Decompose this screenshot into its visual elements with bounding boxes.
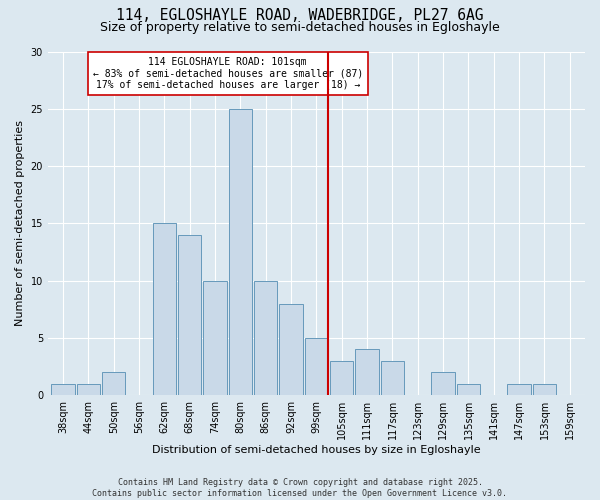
- Bar: [203, 280, 227, 396]
- Bar: [52, 384, 75, 396]
- Bar: [381, 361, 404, 396]
- Bar: [330, 361, 353, 396]
- Bar: [431, 372, 455, 396]
- Bar: [102, 372, 125, 396]
- Bar: [178, 235, 202, 396]
- Bar: [533, 384, 556, 396]
- X-axis label: Distribution of semi-detached houses by size in Egloshayle: Distribution of semi-detached houses by …: [152, 445, 481, 455]
- Text: Contains HM Land Registry data © Crown copyright and database right 2025.
Contai: Contains HM Land Registry data © Crown c…: [92, 478, 508, 498]
- Text: 114, EGLOSHAYLE ROAD, WADEBRIDGE, PL27 6AG: 114, EGLOSHAYLE ROAD, WADEBRIDGE, PL27 6…: [116, 8, 484, 22]
- Bar: [153, 224, 176, 396]
- Bar: [229, 109, 252, 396]
- Bar: [305, 338, 328, 396]
- Bar: [254, 280, 277, 396]
- Text: Size of property relative to semi-detached houses in Egloshayle: Size of property relative to semi-detach…: [100, 21, 500, 34]
- Y-axis label: Number of semi-detached properties: Number of semi-detached properties: [15, 120, 25, 326]
- Bar: [77, 384, 100, 396]
- Bar: [355, 350, 379, 396]
- Bar: [508, 384, 531, 396]
- Bar: [280, 304, 303, 396]
- Text: 114 EGLOSHAYLE ROAD: 101sqm
← 83% of semi-detached houses are smaller (87)
17% o: 114 EGLOSHAYLE ROAD: 101sqm ← 83% of sem…: [92, 57, 363, 90]
- Bar: [457, 384, 480, 396]
